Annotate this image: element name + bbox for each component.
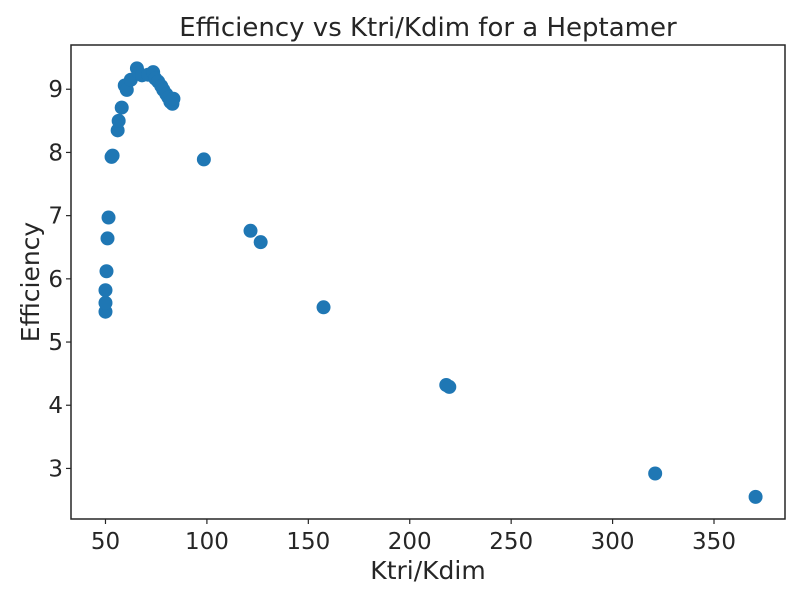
data-point	[100, 231, 115, 246]
x-tick-label: 50	[91, 529, 120, 555]
data-point	[243, 223, 258, 238]
data-point	[114, 100, 129, 115]
x-tick-label: 250	[489, 529, 533, 555]
x-tick-label: 150	[286, 529, 330, 555]
y-tick-label: 9	[48, 77, 63, 103]
y-axis-ticks: 3 4 5 6 7 8 9	[48, 77, 71, 482]
y-axis-title: Efficiency	[16, 222, 45, 343]
y-tick-label: 6	[48, 267, 63, 293]
data-point	[166, 91, 181, 106]
y-tick-label: 8	[48, 140, 63, 166]
x-tick-label: 300	[591, 529, 635, 555]
data-point	[101, 210, 116, 225]
data-point	[99, 264, 114, 279]
plot-area-frame	[70, 44, 786, 520]
x-tick-label: 200	[388, 529, 432, 555]
y-tick-label: 5	[48, 330, 63, 356]
data-points	[98, 61, 763, 504]
data-point	[253, 235, 268, 250]
y-tick-label: 4	[48, 393, 63, 419]
data-point	[98, 295, 113, 310]
chart-title: Efficiency vs Ktri/Kdim for a Heptamer	[179, 13, 677, 43]
x-axis-title: Ktri/Kdim	[370, 556, 485, 585]
data-point	[105, 148, 120, 163]
data-point	[111, 113, 126, 128]
x-axis-ticks: 50 100 150 200 250 300 350	[91, 519, 736, 555]
x-tick-label: 350	[692, 529, 736, 555]
data-point	[648, 466, 663, 481]
data-point	[98, 283, 113, 298]
x-tick-label: 100	[185, 529, 229, 555]
y-tick-label: 3	[48, 456, 63, 482]
data-point	[442, 379, 457, 394]
y-tick-label: 7	[48, 204, 63, 230]
data-point	[196, 152, 211, 167]
data-point	[316, 300, 331, 315]
data-point	[748, 489, 763, 504]
